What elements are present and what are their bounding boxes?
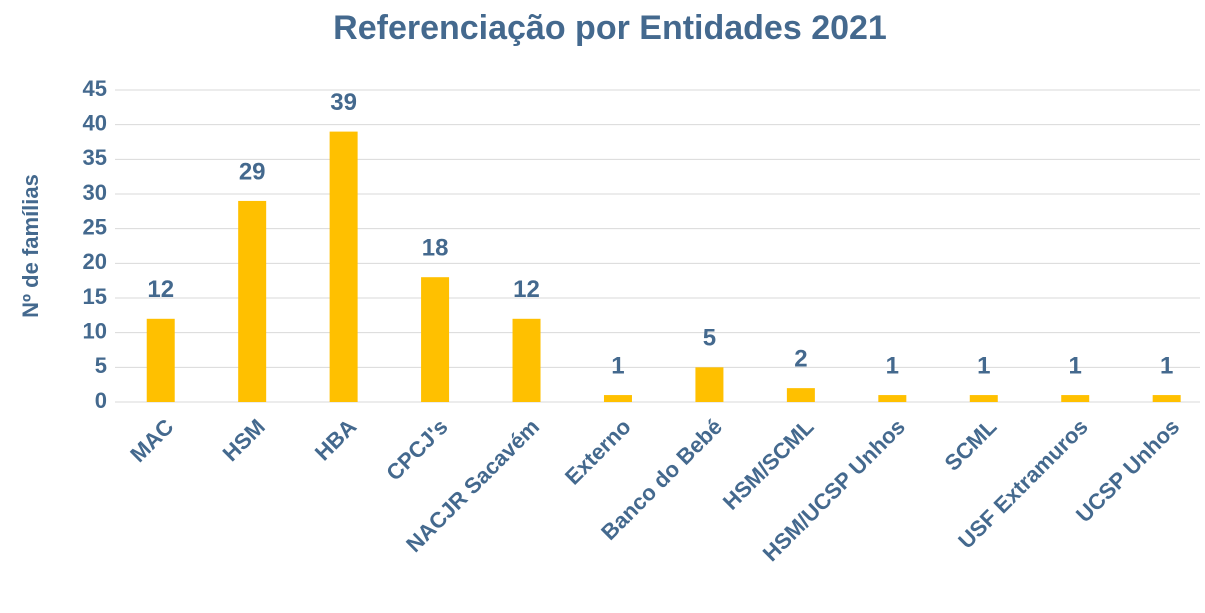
data-label: 29 bbox=[239, 158, 266, 185]
x-tick-label: MAC bbox=[125, 414, 178, 467]
data-label: 1 bbox=[886, 352, 899, 379]
data-label: 1 bbox=[977, 352, 990, 379]
bar bbox=[512, 318, 541, 402]
chart-title: Referenciação por Entidades 2021 bbox=[333, 9, 887, 47]
x-tick-label: HSM/SCML bbox=[718, 414, 819, 515]
bar bbox=[878, 395, 907, 402]
bar bbox=[238, 200, 267, 402]
x-tick-label: HSM bbox=[218, 414, 270, 466]
x-tick-label: SCML bbox=[940, 414, 1002, 476]
bar bbox=[786, 388, 815, 402]
bar bbox=[969, 395, 998, 402]
y-tick-label: 35 bbox=[83, 145, 107, 170]
data-label: 1 bbox=[611, 352, 624, 379]
bar bbox=[329, 131, 358, 402]
y-tick-label: 25 bbox=[83, 214, 107, 239]
bar bbox=[146, 318, 175, 402]
data-label: 1 bbox=[1160, 352, 1173, 379]
y-tick-label: 15 bbox=[83, 284, 107, 309]
y-tick-label: 5 bbox=[95, 353, 107, 378]
data-label: 18 bbox=[422, 235, 449, 262]
bar bbox=[603, 395, 632, 402]
x-tick-label: HBA bbox=[310, 414, 361, 465]
data-label: 12 bbox=[147, 276, 174, 303]
y-tick-label: 0 bbox=[95, 388, 107, 413]
y-axis-label: Nº de famílias bbox=[18, 174, 43, 318]
y-tick-label: 20 bbox=[83, 249, 107, 274]
x-tick-label: CPCJ's bbox=[381, 414, 453, 486]
bar bbox=[1152, 395, 1181, 402]
data-label: 1 bbox=[1069, 352, 1082, 379]
y-tick-label: 40 bbox=[83, 110, 107, 135]
data-label: 5 bbox=[703, 325, 716, 352]
bar bbox=[421, 277, 450, 402]
y-tick-label: 30 bbox=[83, 180, 107, 205]
bar bbox=[1061, 395, 1090, 402]
y-tick-label: 10 bbox=[83, 318, 107, 343]
data-label: 12 bbox=[513, 276, 540, 303]
y-tick-label: 45 bbox=[83, 76, 107, 101]
x-tick-label: Externo bbox=[560, 414, 636, 490]
data-label: 39 bbox=[330, 89, 357, 116]
data-label: 2 bbox=[794, 345, 807, 372]
bar bbox=[695, 367, 724, 402]
